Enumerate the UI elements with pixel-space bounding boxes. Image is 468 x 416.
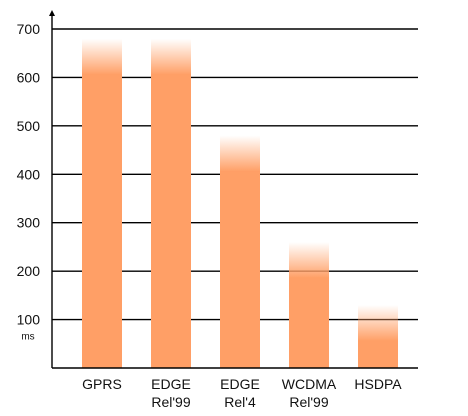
bar-fade-1 — [151, 38, 191, 75]
y-tick-label-600: 600 — [17, 69, 41, 85]
x-category-label-4: HSDPA — [354, 376, 402, 392]
x-category-labels: GPRS EDGE Rel'99 EDGE Rel'4 WCDMA Rel'99 HSDPA — [82, 376, 402, 410]
x-category-label-1-line-0: EDGE — [151, 376, 191, 392]
y-unit-label: ms — [21, 332, 34, 343]
x-category-label-0: GPRS — [82, 376, 122, 392]
bar-2 — [220, 135, 260, 368]
bar-fade-2 — [220, 135, 260, 172]
x-category-label-2-line-1: Rel'4 — [224, 394, 256, 410]
bar-1 — [151, 38, 191, 368]
bar-body-0 — [82, 74, 122, 368]
y-tick-labels: 100 200 300 400 500 600 700 ms — [17, 21, 41, 343]
y-tick-label-700: 700 — [17, 21, 41, 37]
bar-3 — [289, 242, 329, 368]
y-tick-label-200: 200 — [17, 263, 41, 279]
y-tick-label-400: 400 — [17, 166, 41, 182]
x-category-label-2: EDGE Rel'4 — [220, 376, 260, 410]
y-tick-label-100: 100 — [17, 312, 41, 328]
bar-fade-3 — [289, 242, 329, 279]
bars — [82, 38, 398, 368]
bar-4 — [358, 305, 398, 368]
x-category-label-1-line-1: Rel'99 — [151, 394, 190, 410]
x-category-label-4-line-0: HSDPA — [354, 376, 402, 392]
y-axis-arrow — [49, 10, 55, 16]
y-tick-label-300: 300 — [17, 215, 41, 231]
x-category-label-1: EDGE Rel'99 — [151, 376, 191, 410]
bar-body-1 — [151, 74, 191, 368]
axes — [49, 10, 418, 369]
y-tick-label-500: 500 — [17, 118, 41, 134]
x-category-label-0-line-0: GPRS — [82, 376, 122, 392]
bar-body-2 — [220, 171, 260, 368]
bar-fade-4 — [358, 305, 398, 342]
x-category-label-2-line-0: EDGE — [220, 376, 260, 392]
bar-0 — [82, 38, 122, 368]
bar-body-3 — [289, 277, 329, 368]
bar-fade-0 — [82, 38, 122, 75]
bar-body-4 — [358, 340, 398, 368]
x-category-label-3-line-0: WCDMA — [282, 376, 337, 392]
x-category-label-3: WCDMA Rel'99 — [282, 376, 337, 410]
x-category-label-3-line-1: Rel'99 — [289, 394, 328, 410]
